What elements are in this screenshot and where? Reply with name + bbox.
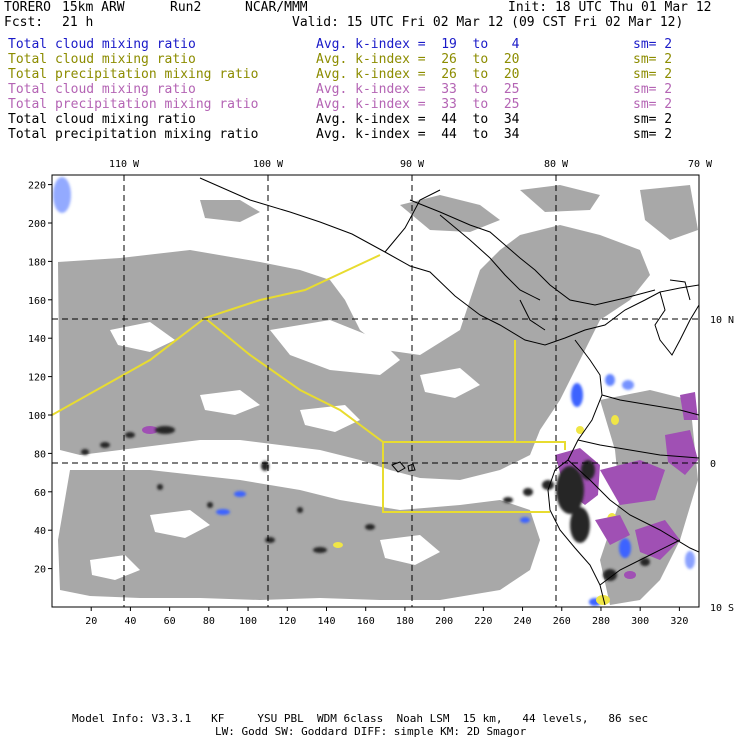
header-resolution: 15km ARW — [62, 0, 125, 15]
lon-label: 80 W — [544, 159, 569, 170]
header-model: TORERO — [4, 0, 51, 15]
boundary-lines — [52, 254, 566, 513]
y-tick-label: 40 — [34, 526, 46, 537]
x-tick-label: 220 — [474, 616, 492, 627]
header-run: Run2 — [170, 0, 202, 15]
map-frame — [51, 174, 700, 608]
legend-sm: sm= 2 — [633, 127, 673, 142]
y-tick-label: 60 — [34, 488, 46, 499]
legend-k: Avg. k-index = 19 to 4 — [316, 37, 520, 52]
legend-sm: sm= 2 — [633, 37, 673, 52]
legend-sm: sm= 2 — [633, 97, 673, 112]
y-tick-label: 200 — [28, 219, 46, 230]
x-tick-label: 40 — [124, 616, 136, 627]
header-fcst-label: Fcst: — [4, 15, 44, 30]
legend-sm: sm= 2 — [633, 112, 673, 127]
y-tick-label: 160 — [28, 296, 46, 307]
legend-field: Total precipitation mixing ratio — [8, 67, 259, 82]
y-tick-label: 80 — [34, 449, 46, 460]
x-tick-label: 160 — [357, 616, 375, 627]
x-tick-label: 320 — [670, 616, 688, 627]
x-tick-label: 120 — [278, 616, 296, 627]
x-tick-label: 280 — [592, 616, 610, 627]
legend-k: Avg. k-index = 33 to 25 — [316, 97, 520, 112]
lon-label: 110 W — [109, 159, 140, 170]
footer-model-info: Model Info: V3.3.1 KF YSU PBL WDM 6class… — [72, 712, 649, 725]
legend-field: Total cloud mixing ratio — [8, 37, 196, 52]
x-tick-label: 240 — [514, 616, 532, 627]
y-tick-label: 120 — [28, 373, 46, 384]
header-init: Init: 18 UTC Thu 01 Mar 12 — [508, 0, 712, 15]
y-tick-label: 100 — [28, 411, 46, 422]
y-tick-label: 20 — [34, 565, 46, 576]
legend-field: Total cloud mixing ratio — [8, 52, 196, 67]
x-tick-label: 260 — [553, 616, 571, 627]
x-tick-label: 80 — [203, 616, 215, 627]
footer-physics: LW: Godd SW: Goddard DIFF: simple KM: 2D… — [215, 725, 527, 738]
legend-k: Avg. k-index = 33 to 25 — [316, 82, 520, 97]
x-tick-label: 300 — [631, 616, 649, 627]
header-valid: Valid: 15 UTC Fri 02 Mar 12 (09 CST Fri … — [292, 15, 684, 30]
lat-label: 0 — [710, 459, 716, 470]
legend-k: Avg. k-index = 26 to 20 — [316, 67, 520, 82]
x-tick-label: 20 — [85, 616, 97, 627]
legend-k: Avg. k-index = 26 to 20 — [316, 52, 520, 67]
x-tick-label: 60 — [164, 616, 176, 627]
legend-field: Total precipitation mixing ratio — [8, 97, 259, 112]
legend-k: Avg. k-index = 44 to 34 — [316, 112, 520, 127]
x-tick-label: 100 — [239, 616, 257, 627]
lat-label: 10 N — [710, 315, 734, 326]
x-tick-label: 200 — [435, 616, 453, 627]
legend-field: Total precipitation mixing ratio — [8, 127, 259, 142]
legend-field: Total cloud mixing ratio — [8, 82, 196, 97]
header-fcst-value: 21 h — [62, 15, 94, 30]
x-tick-label: 140 — [317, 616, 335, 627]
legend-sm: sm= 2 — [633, 52, 673, 67]
legend-sm: sm= 2 — [633, 67, 673, 82]
y-axis-ticks: 20 40 60 80 100 120 140 160 180 200 220 — [28, 181, 52, 576]
lat-label: 10 S — [710, 603, 734, 614]
y-tick-label: 180 — [28, 257, 46, 268]
legend-sm: sm= 2 — [633, 82, 673, 97]
cloud-gaps — [90, 320, 480, 580]
lon-label: 100 W — [253, 159, 284, 170]
legend-k: Avg. k-index = 44 to 34 — [316, 127, 520, 142]
lon-label: 70 W — [688, 159, 713, 170]
blue-cloud-patches — [53, 177, 695, 606]
x-tick-label: 180 — [396, 616, 414, 627]
header-org: NCAR/MMM — [245, 0, 308, 15]
x-axis-ticks: 20 40 60 80 100 120 140 160 180 200 220 240 260 280 30… — [85, 607, 688, 627]
lon-label: 90 W — [400, 159, 425, 170]
y-tick-label: 220 — [28, 181, 46, 192]
lat-lon-grid — [52, 175, 699, 607]
legend-field: Total cloud mixing ratio — [8, 112, 196, 127]
y-tick-label: 140 — [28, 334, 46, 345]
